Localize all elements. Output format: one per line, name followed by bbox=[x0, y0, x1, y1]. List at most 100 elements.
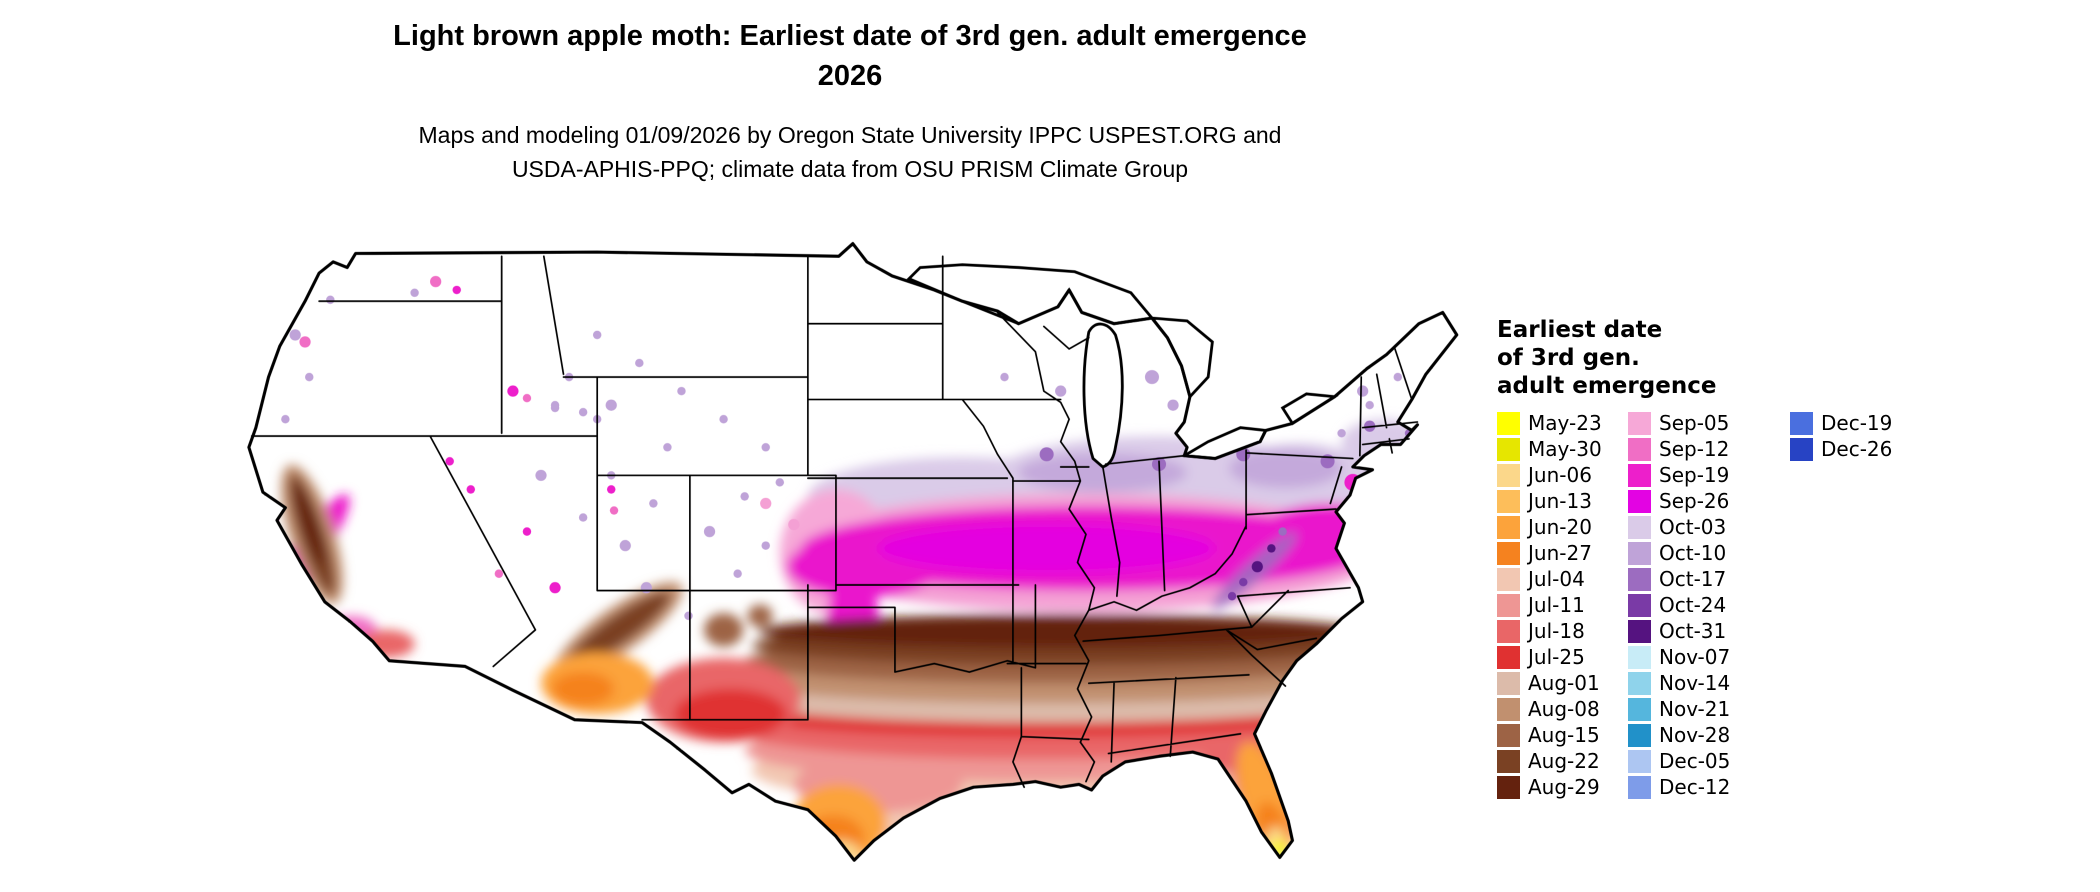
legend-item-dec-12: Dec-12 bbox=[1628, 774, 1730, 800]
legend-item-jul-04: Jul-04 bbox=[1497, 566, 1602, 592]
legend-swatch bbox=[1628, 463, 1651, 487]
legend-swatch bbox=[1497, 489, 1520, 513]
legend-swatch bbox=[1628, 749, 1651, 773]
legend-item-jul-11: Jul-11 bbox=[1497, 592, 1602, 618]
legend-swatch bbox=[1497, 567, 1520, 591]
legend-label: Nov-07 bbox=[1659, 645, 1731, 669]
legend-swatch bbox=[1497, 749, 1520, 773]
legend-columns: May-23 May-30 Jun-06 Jun-13 Jun-20 Jun-27 Jul-… bbox=[1497, 410, 2077, 810]
legend-swatch bbox=[1497, 619, 1520, 643]
legend-column-1: May-23 May-30 Jun-06 Jun-13 Jun-20 Jun-27 Jul-… bbox=[1497, 410, 1602, 800]
legend-title-line1: Earliest date bbox=[1497, 317, 1663, 343]
legend-swatch bbox=[1628, 671, 1651, 695]
legend: Earliest date of 3rd gen. adult emergenc… bbox=[1497, 316, 2077, 810]
legend-swatch bbox=[1497, 515, 1520, 539]
legend-swatch bbox=[1497, 697, 1520, 721]
legend-label: Jun-06 bbox=[1528, 463, 1592, 487]
legend-swatch bbox=[1497, 671, 1520, 695]
legend-swatch bbox=[1497, 593, 1520, 617]
legend-label: Sep-05 bbox=[1659, 411, 1730, 435]
legend-swatch bbox=[1628, 645, 1651, 669]
legend-item-aug-22: Aug-22 bbox=[1497, 748, 1602, 774]
legend-item-jun-20: Jun-20 bbox=[1497, 514, 1602, 540]
legend-item-dec-26: Dec-26 bbox=[1790, 436, 1892, 462]
legend-swatch bbox=[1628, 489, 1651, 513]
legend-item-sep-19: Sep-19 bbox=[1628, 462, 1730, 488]
legend-swatch bbox=[1497, 437, 1520, 461]
legend-label: Jun-13 bbox=[1528, 489, 1592, 513]
legend-column-3: Dec-19 Dec-26 bbox=[1790, 410, 1892, 462]
legend-item-nov-14: Nov-14 bbox=[1628, 670, 1730, 696]
legend-title: Earliest date of 3rd gen. adult emergenc… bbox=[1497, 316, 2077, 400]
legend-label: Oct-17 bbox=[1659, 567, 1727, 591]
legend-item-dec-05: Dec-05 bbox=[1628, 748, 1730, 774]
legend-swatch bbox=[1497, 541, 1520, 565]
legend-label: Oct-03 bbox=[1659, 515, 1727, 539]
legend-label: Oct-31 bbox=[1659, 619, 1727, 643]
legend-swatch bbox=[1497, 775, 1520, 799]
legend-item-oct-10: Oct-10 bbox=[1628, 540, 1730, 566]
legend-title-line3: adult emergence bbox=[1497, 373, 1717, 399]
legend-swatch bbox=[1628, 697, 1651, 721]
legend-label: Aug-22 bbox=[1528, 749, 1600, 773]
legend-label: May-23 bbox=[1528, 411, 1602, 435]
legend-label: Nov-28 bbox=[1659, 723, 1731, 747]
legend-item-aug-15: Aug-15 bbox=[1497, 722, 1602, 748]
legend-swatch bbox=[1628, 411, 1651, 435]
legend-item-sep-05: Sep-05 bbox=[1628, 410, 1730, 436]
legend-label: Sep-26 bbox=[1659, 489, 1730, 513]
legend-item-may-23: May-23 bbox=[1497, 410, 1602, 436]
legend-swatch bbox=[1628, 775, 1651, 799]
legend-swatch bbox=[1628, 541, 1651, 565]
map-title-line2: 2026 bbox=[817, 60, 883, 92]
legend-swatch bbox=[1628, 567, 1651, 591]
legend-item-jul-18: Jul-18 bbox=[1497, 618, 1602, 644]
legend-item-jun-27: Jun-27 bbox=[1497, 540, 1602, 566]
map-subtitle: Maps and modeling 01/09/2026 by Oregon S… bbox=[0, 118, 1700, 186]
legend-label: Jun-20 bbox=[1528, 515, 1592, 539]
legend-item-nov-28: Nov-28 bbox=[1628, 722, 1730, 748]
legend-label: Sep-12 bbox=[1659, 437, 1730, 461]
legend-swatch bbox=[1628, 619, 1651, 643]
legend-item-nov-21: Nov-21 bbox=[1628, 696, 1730, 722]
legend-label: Aug-08 bbox=[1528, 697, 1600, 721]
legend-swatch bbox=[1497, 463, 1520, 487]
legend-item-oct-31: Oct-31 bbox=[1628, 618, 1730, 644]
us-map-svg bbox=[247, 242, 1459, 862]
us-emergence-map bbox=[232, 222, 1468, 886]
legend-label: Jul-25 bbox=[1528, 645, 1585, 669]
legend-swatch bbox=[1628, 593, 1651, 617]
map-title: Light brown apple moth: Earliest date of… bbox=[0, 16, 1700, 96]
legend-item-jul-25: Jul-25 bbox=[1497, 644, 1602, 670]
legend-item-jun-06: Jun-06 bbox=[1497, 462, 1602, 488]
legend-item-oct-24: Oct-24 bbox=[1628, 592, 1730, 618]
legend-label: Aug-29 bbox=[1528, 775, 1600, 799]
lake-michigan bbox=[1082, 322, 1124, 469]
legend-item-dec-19: Dec-19 bbox=[1790, 410, 1892, 436]
legend-label: Sep-19 bbox=[1659, 463, 1730, 487]
legend-item-aug-08: Aug-08 bbox=[1497, 696, 1602, 722]
legend-item-sep-26: Sep-26 bbox=[1628, 488, 1730, 514]
legend-item-aug-29: Aug-29 bbox=[1497, 774, 1602, 800]
legend-label: Jun-27 bbox=[1528, 541, 1592, 565]
legend-label: Dec-05 bbox=[1659, 749, 1731, 773]
legend-swatch bbox=[1497, 645, 1520, 669]
emergence-raster bbox=[248, 243, 1457, 861]
legend-item-sep-12: Sep-12 bbox=[1628, 436, 1730, 462]
map-subtitle-line2: USDA-APHIS-PPQ; climate data from OSU PR… bbox=[511, 156, 1189, 182]
legend-label: Aug-15 bbox=[1528, 723, 1600, 747]
legend-column-2: Sep-05 Sep-12 Sep-19 Sep-26 Oct-03 Oct-10 Oct-… bbox=[1628, 410, 1730, 800]
legend-swatch bbox=[1497, 411, 1520, 435]
legend-label: Jul-18 bbox=[1528, 619, 1585, 643]
state-borders bbox=[250, 255, 1419, 788]
legend-item-oct-17: Oct-17 bbox=[1628, 566, 1730, 592]
us-outline bbox=[247, 242, 1459, 862]
legend-swatch bbox=[1790, 437, 1813, 461]
legend-item-may-30: May-30 bbox=[1497, 436, 1602, 462]
legend-label: Aug-01 bbox=[1528, 671, 1600, 695]
legend-swatch bbox=[1628, 437, 1651, 461]
legend-label: Dec-12 bbox=[1659, 775, 1731, 799]
legend-label: Dec-19 bbox=[1821, 411, 1893, 435]
legend-swatch bbox=[1628, 515, 1651, 539]
